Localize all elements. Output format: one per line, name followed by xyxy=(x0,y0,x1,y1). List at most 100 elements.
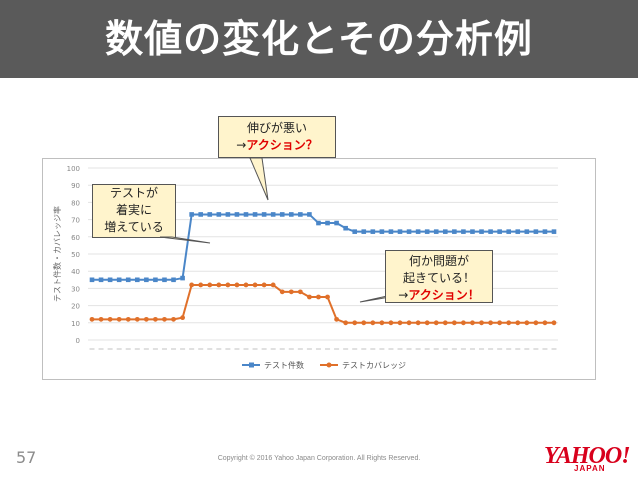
series-1-point xyxy=(488,229,493,234)
x-tick-mark xyxy=(189,348,195,350)
x-tick-mark xyxy=(352,348,358,350)
x-tick-mark xyxy=(524,348,530,350)
series-2-point xyxy=(506,320,512,326)
y-tick-label: 10 xyxy=(71,320,80,328)
series-2-point xyxy=(316,294,321,300)
x-tick-mark xyxy=(424,348,430,350)
series-2-point xyxy=(297,289,303,295)
x-tick-mark xyxy=(497,348,503,350)
series-1-point xyxy=(270,212,276,217)
x-tick-mark xyxy=(533,348,539,350)
x-tick-mark xyxy=(469,348,475,350)
series-1-point xyxy=(107,277,113,283)
series-1-point xyxy=(515,229,521,234)
x-tick-mark xyxy=(270,348,276,350)
x-tick-mark xyxy=(397,348,403,350)
x-tick-mark xyxy=(134,348,140,350)
series-1-point xyxy=(461,229,466,234)
series-1-point xyxy=(189,212,194,217)
series-1-point xyxy=(533,229,539,234)
series-1-point xyxy=(207,212,213,217)
series-1-point xyxy=(334,220,339,226)
x-tick-mark xyxy=(515,348,521,350)
callout-problem-arrow: → xyxy=(398,288,409,302)
x-tick-mark xyxy=(406,348,412,350)
x-tick-mark xyxy=(433,348,439,350)
series-1-point xyxy=(153,277,158,283)
x-tick-mark xyxy=(297,348,303,350)
series-1-point xyxy=(89,277,95,283)
series-1-point xyxy=(234,212,240,217)
y-tick-label: 80 xyxy=(71,199,80,207)
callout-slow-growth: 伸びが悪い →アクション？ xyxy=(218,116,336,158)
series-2-point xyxy=(442,320,448,326)
x-tick-mark xyxy=(388,348,394,350)
series-1-point xyxy=(225,212,231,217)
series-1-point xyxy=(497,229,502,234)
series-2-point xyxy=(424,320,430,326)
y-tick-label: 40 xyxy=(71,268,80,276)
callout-problem-line-1: 何か問題が xyxy=(408,254,469,268)
series-2-point xyxy=(207,282,213,288)
x-tick-mark xyxy=(252,348,258,350)
x-tick-mark xyxy=(198,348,204,350)
slide-title: 数値の変化とその分析例 xyxy=(105,17,533,61)
series-1-point xyxy=(298,212,303,217)
y-tick-label: 90 xyxy=(71,182,80,190)
series-2-point xyxy=(488,320,493,326)
x-tick-mark xyxy=(107,348,113,350)
series-2-point xyxy=(261,282,267,288)
x-tick-mark xyxy=(460,348,466,350)
x-tick-mark xyxy=(143,348,149,350)
x-tick-mark xyxy=(243,348,249,350)
callout-slow-action: アクション？ xyxy=(246,138,318,152)
series-1-point xyxy=(479,229,484,234)
series-2-point xyxy=(415,320,421,326)
series-2-point xyxy=(470,320,475,326)
y-tick-label: 30 xyxy=(71,285,80,293)
series-2-point xyxy=(479,320,484,326)
callout-steady-line-3: 増えている xyxy=(104,220,164,234)
x-tick-mark xyxy=(180,348,186,350)
series-1-point xyxy=(551,229,557,234)
series-1-point xyxy=(415,229,421,234)
legend-marker-2 xyxy=(326,362,332,368)
series-2-point xyxy=(125,316,131,322)
x-tick-mark xyxy=(343,348,349,350)
x-tick-mark xyxy=(125,348,131,350)
copyright-text: Copyright © 2016 Yahoo Japan Corporation… xyxy=(217,455,421,462)
series-2-point xyxy=(461,320,466,326)
yahoo-logo: YAHOO! xyxy=(544,443,631,469)
x-tick-mark xyxy=(207,348,213,350)
series-1-point xyxy=(524,229,530,234)
series-2-point xyxy=(180,315,185,321)
series-line-2 xyxy=(92,283,554,324)
series-2-point xyxy=(98,316,104,322)
x-tick-mark xyxy=(161,348,167,350)
y-tick-label: 60 xyxy=(71,234,80,242)
series-1-point xyxy=(442,229,448,234)
series-1-point xyxy=(388,229,394,234)
series-1-point xyxy=(216,212,222,217)
series-2-point xyxy=(243,282,249,288)
x-tick-mark xyxy=(171,348,177,350)
legend-marker-1 xyxy=(249,362,254,368)
series-2-point xyxy=(225,282,231,288)
y-tick-label: 70 xyxy=(71,217,80,225)
x-tick-mark xyxy=(542,348,548,350)
x-tick-mark xyxy=(98,348,104,350)
x-tick-mark xyxy=(279,348,285,350)
x-tick-mark xyxy=(334,348,340,350)
series-1-point xyxy=(125,277,131,283)
x-tick-mark xyxy=(442,348,448,350)
series-1-point xyxy=(98,277,104,283)
series-2-point xyxy=(89,316,95,322)
series-2-point xyxy=(379,320,385,326)
x-tick-mark xyxy=(288,348,294,350)
series-2-point xyxy=(143,316,149,322)
x-tick-mark xyxy=(451,348,457,350)
series-2-point xyxy=(361,320,367,326)
x-tick-mark xyxy=(488,348,494,350)
series-2-point xyxy=(234,282,240,288)
